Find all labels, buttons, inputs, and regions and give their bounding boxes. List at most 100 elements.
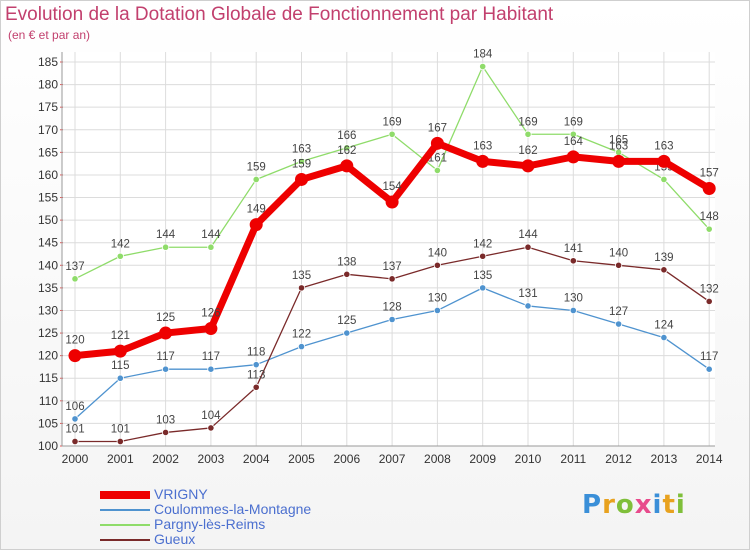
data-point (479, 284, 487, 292)
data-label: 169 (383, 116, 402, 128)
y-tick-label: 155 (38, 191, 58, 205)
y-tick-label: 130 (38, 303, 58, 317)
data-label: 137 (65, 261, 84, 273)
data-point (657, 154, 671, 168)
data-label: 101 (65, 423, 84, 435)
data-label: 125 (156, 312, 175, 324)
x-tick-label: 2014 (696, 452, 723, 466)
data-point (249, 218, 263, 232)
x-tick-label: 2000 (62, 452, 89, 466)
data-point (705, 225, 713, 233)
logo-letter: i (652, 490, 663, 520)
data-point (524, 302, 532, 310)
data-label: 163 (654, 140, 673, 152)
y-tick-label: 135 (38, 281, 58, 295)
logo-letter: x (634, 490, 653, 520)
data-label: 157 (700, 167, 719, 179)
data-point (660, 333, 668, 342)
data-point (388, 315, 396, 324)
data-point (71, 275, 79, 283)
data-point (660, 266, 668, 274)
data-label: 161 (428, 152, 447, 164)
data-point (252, 175, 260, 184)
data-label: 163 (609, 140, 628, 152)
logo-letter: o (615, 490, 635, 520)
legend-swatch (100, 491, 150, 499)
data-label: 144 (156, 229, 176, 241)
data-label: 126 (201, 308, 220, 320)
legend-swatch (100, 524, 150, 526)
data-label: 148 (700, 211, 719, 223)
data-label: 117 (202, 351, 220, 363)
data-point (566, 150, 580, 164)
data-point (295, 172, 308, 186)
data-label: 164 (564, 136, 584, 148)
y-tick-label: 100 (38, 439, 58, 453)
data-point (705, 365, 713, 373)
x-tick-label: 2009 (469, 452, 496, 466)
y-tick-label: 175 (38, 100, 58, 114)
data-label: 135 (292, 270, 311, 282)
legend-label: Pargny-lès-Reims (154, 516, 266, 532)
data-label: 139 (654, 252, 673, 264)
data-label: 117 (700, 351, 718, 363)
data-label: 142 (111, 238, 130, 250)
data-point (524, 243, 532, 251)
data-label: 122 (292, 329, 311, 341)
data-label: 159 (247, 161, 266, 173)
data-label: 169 (518, 116, 537, 128)
data-point (116, 437, 124, 446)
data-point (569, 130, 577, 138)
data-point (297, 343, 306, 351)
y-tick-label: 120 (38, 349, 58, 363)
data-label: 135 (473, 270, 492, 282)
data-label: 131 (518, 288, 537, 300)
legend-label: VRIGNY (154, 486, 208, 502)
x-tick-label: 2010 (515, 452, 542, 466)
y-tick-label: 165 (38, 145, 58, 159)
data-label: 162 (337, 145, 356, 157)
chart-title: Evolution de la Dotation Globale de Fonc… (5, 4, 554, 25)
data-point (476, 154, 490, 168)
data-label: 138 (337, 256, 356, 268)
data-label: 163 (292, 143, 311, 155)
logo-letter: t (662, 490, 676, 520)
y-tick-label: 140 (38, 258, 58, 272)
x-tick-label: 2008 (424, 452, 451, 466)
logo-letter: i (675, 490, 686, 520)
data-point (388, 275, 396, 283)
data-point (479, 252, 487, 260)
data-point (207, 243, 215, 251)
data-point (113, 344, 127, 358)
data-point (430, 136, 444, 150)
data-point (521, 159, 535, 173)
data-point (162, 365, 170, 373)
data-label: 101 (111, 423, 130, 435)
data-point (433, 261, 441, 269)
data-point (297, 284, 306, 292)
data-point (614, 320, 623, 328)
data-point (705, 297, 713, 306)
legend-swatch (100, 539, 150, 541)
chart-subtitle: (en € et par an) (8, 28, 91, 42)
x-tick-label: 2001 (107, 452, 134, 466)
x-tick-label: 2004 (243, 452, 270, 466)
data-label: 137 (383, 261, 402, 273)
data-point (252, 361, 260, 369)
data-label: 118 (247, 347, 265, 359)
data-label: 144 (201, 229, 221, 241)
data-point (68, 349, 82, 363)
data-label: 166 (337, 130, 356, 142)
data-point (569, 257, 577, 265)
data-label: 121 (111, 330, 130, 342)
data-point (343, 144, 351, 152)
x-tick-label: 2006 (333, 452, 360, 466)
data-label: 127 (609, 306, 628, 318)
series-coulommes-la-montagne: 106 115 117 117 118 122 125 128 130 135 131 130 127 1… (65, 270, 718, 423)
series-gueux: 101 101 103 104 113 135 138 137 140 142 144 141 140 1… (65, 229, 719, 446)
x-tick-label: 2005 (288, 452, 315, 466)
data-point (159, 326, 173, 340)
data-label: 120 (65, 335, 84, 347)
legend-label: Coulommes-la-Montagne (154, 501, 312, 517)
x-tick-label: 2012 (605, 452, 632, 466)
